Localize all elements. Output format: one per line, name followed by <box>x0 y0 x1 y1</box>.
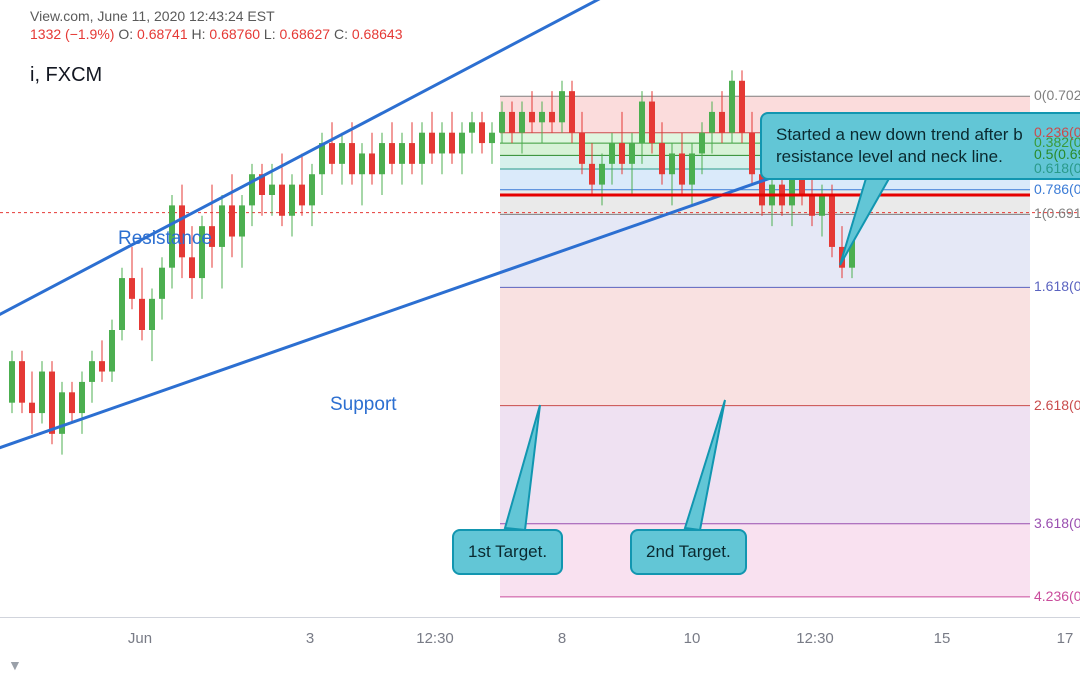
resistance-label: Resistance <box>118 228 212 250</box>
callout-target-2[interactable]: 2nd Target. <box>630 529 747 575</box>
x-axis: Jun 3 12:30 8 10 12:30 15 17 <box>0 617 1080 657</box>
x-axis-tick: 10 <box>684 630 701 647</box>
chart-area[interactable]: Resistance Support Started a new down tr… <box>0 0 1080 620</box>
x-axis-tick: 8 <box>558 630 566 647</box>
x-axis-tick: 12:30 <box>796 630 834 647</box>
x-axis-tick: Jun <box>128 630 152 647</box>
x-axis-tick: 12:30 <box>416 630 454 647</box>
fib-level-label: 0(0.70251) <box>1034 87 1080 103</box>
callout-main-text: Started a new down trend after b resista… <box>776 125 1023 166</box>
fib-level-label: 0.786(0.69 <box>1034 181 1080 197</box>
callout-target-1[interactable]: 1st Target. <box>452 529 563 575</box>
collapse-icon[interactable]: ▼ <box>8 657 22 673</box>
fib-level-label: 1(0.69113) <box>1034 205 1080 221</box>
fib-level-label: 2.618(0.67 <box>1034 397 1080 413</box>
x-axis-tick: 15 <box>934 630 951 647</box>
callout-t2-text: 2nd Target. <box>646 542 731 561</box>
x-axis-tick: 3 <box>306 630 314 647</box>
callout-t1-text: 1st Target. <box>468 542 547 561</box>
fib-level-label: 0.618(0.69 <box>1034 160 1080 176</box>
fib-level-label: 4.236(0.65 <box>1034 588 1080 604</box>
candlestick-chart[interactable] <box>0 0 1080 620</box>
fib-level-label: 3.618(0.66 <box>1034 515 1080 531</box>
fib-level-label: 1.618(0.68 <box>1034 278 1080 294</box>
x-axis-tick: 17 <box>1057 630 1074 647</box>
support-label: Support <box>330 394 397 416</box>
callout-main[interactable]: Started a new down trend after b resista… <box>760 112 1080 180</box>
